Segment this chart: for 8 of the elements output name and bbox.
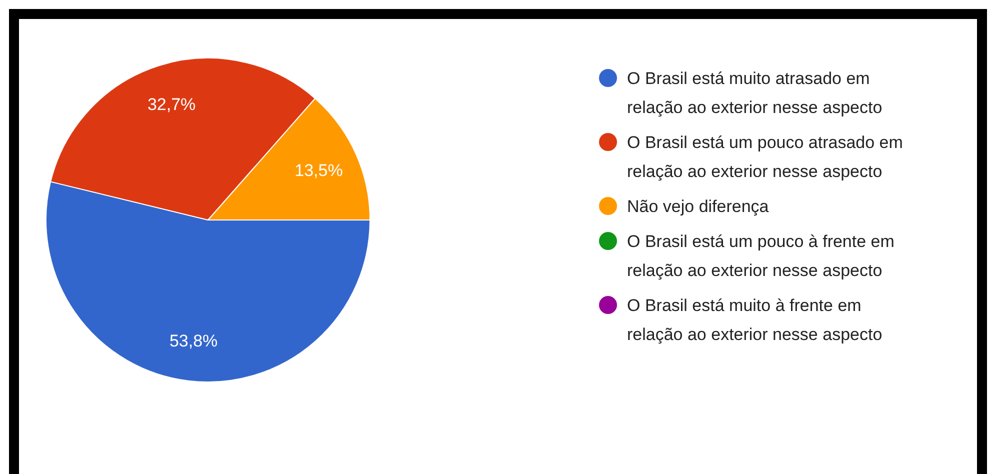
legend-label: O Brasil está muito atrasado em relação ao exterior nesse aspecto [627, 68, 882, 117]
data-label: 53,8% [169, 332, 218, 351]
legend-label: O Brasil está muito à frente em relação ao exterior nesse aspecto [627, 296, 882, 344]
legend-label: O Brasil está um pouco atrasado em relação ao exterior nesse aspecto [627, 132, 903, 181]
data-label: 32,7% [147, 95, 196, 114]
legend-label: O Brasil está um pouco à frente em relação ao exterior nesse aspecto [627, 232, 894, 280]
data-label: 13,5% [294, 160, 343, 180]
legend-label: Não vejo diferença [627, 196, 770, 216]
